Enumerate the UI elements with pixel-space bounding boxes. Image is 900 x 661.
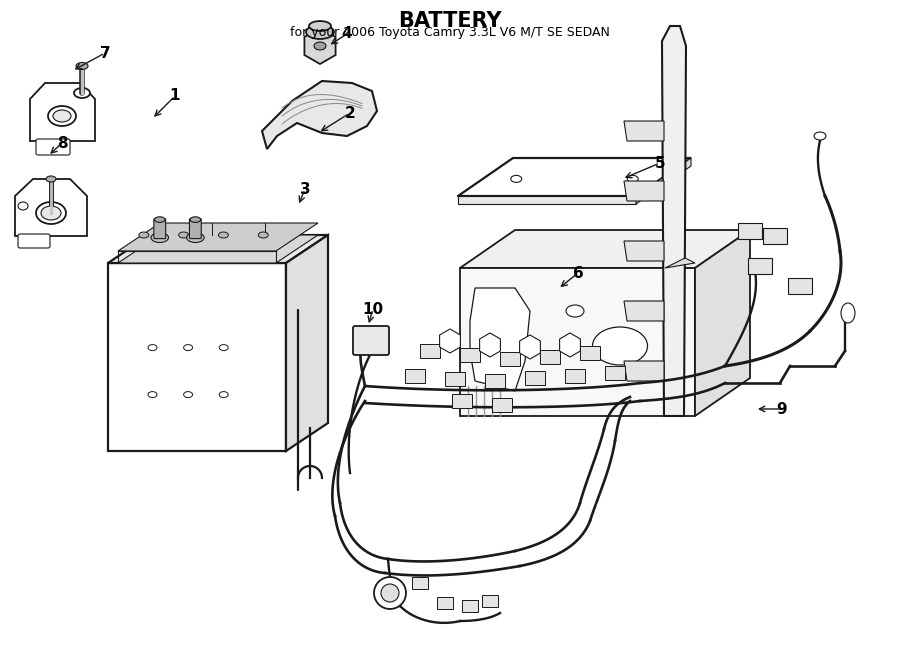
Ellipse shape	[627, 175, 638, 182]
Bar	[738, 223, 762, 239]
Bar	[460, 348, 480, 362]
Bar	[462, 600, 478, 612]
Text: 6: 6	[572, 266, 583, 280]
Ellipse shape	[148, 391, 157, 398]
Text: 10: 10	[363, 301, 383, 317]
Circle shape	[374, 577, 406, 609]
Polygon shape	[262, 81, 377, 149]
Polygon shape	[624, 361, 664, 381]
Text: 7: 7	[100, 46, 111, 61]
Ellipse shape	[220, 344, 229, 350]
Ellipse shape	[48, 106, 76, 126]
Bar	[580, 346, 600, 360]
Bar	[437, 597, 453, 609]
Bar	[540, 350, 560, 364]
Ellipse shape	[178, 232, 189, 238]
Ellipse shape	[139, 232, 148, 238]
Ellipse shape	[220, 391, 229, 398]
Ellipse shape	[566, 305, 584, 317]
Text: 3: 3	[300, 182, 310, 196]
Text: 9: 9	[777, 401, 788, 416]
Bar	[420, 344, 440, 358]
Polygon shape	[304, 28, 336, 64]
Ellipse shape	[309, 21, 331, 31]
Polygon shape	[624, 241, 664, 261]
Text: 8: 8	[57, 136, 68, 151]
Polygon shape	[458, 158, 691, 196]
FancyBboxPatch shape	[190, 219, 202, 239]
Polygon shape	[662, 26, 686, 416]
Ellipse shape	[258, 232, 268, 238]
Ellipse shape	[841, 303, 855, 323]
Polygon shape	[30, 83, 95, 141]
Bar	[748, 258, 772, 274]
Ellipse shape	[76, 63, 88, 69]
Ellipse shape	[306, 25, 334, 39]
FancyBboxPatch shape	[18, 234, 50, 248]
FancyBboxPatch shape	[154, 219, 166, 239]
Bar	[500, 352, 520, 366]
Polygon shape	[108, 263, 286, 451]
Ellipse shape	[74, 88, 90, 98]
Text: for your 2006 Toyota Camry 3.3L V6 M/T SE SEDAN: for your 2006 Toyota Camry 3.3L V6 M/T S…	[290, 26, 610, 39]
Polygon shape	[624, 301, 664, 321]
Polygon shape	[118, 235, 318, 263]
Ellipse shape	[36, 202, 66, 224]
Polygon shape	[118, 223, 318, 251]
Ellipse shape	[41, 206, 61, 220]
FancyBboxPatch shape	[353, 326, 389, 355]
Bar	[485, 374, 505, 388]
Polygon shape	[460, 230, 750, 268]
Bar	[763, 228, 787, 244]
Text: 5: 5	[654, 155, 665, 171]
Ellipse shape	[18, 202, 28, 210]
Ellipse shape	[592, 327, 647, 365]
Text: 4: 4	[342, 26, 352, 42]
Polygon shape	[460, 268, 695, 416]
Ellipse shape	[186, 233, 204, 243]
Text: 2: 2	[345, 106, 356, 120]
Ellipse shape	[190, 217, 201, 222]
Polygon shape	[695, 230, 750, 416]
Bar	[452, 394, 472, 408]
Ellipse shape	[46, 176, 56, 182]
Bar	[788, 278, 812, 294]
Bar	[565, 369, 585, 383]
Ellipse shape	[814, 132, 826, 140]
Polygon shape	[15, 179, 87, 236]
FancyBboxPatch shape	[36, 139, 70, 155]
Bar	[482, 595, 498, 607]
Bar	[525, 371, 545, 385]
Bar	[412, 577, 428, 589]
Bar	[445, 372, 465, 386]
Bar	[405, 369, 425, 383]
Ellipse shape	[151, 233, 168, 243]
Polygon shape	[636, 158, 691, 204]
Ellipse shape	[314, 42, 326, 50]
Text: BATTERY: BATTERY	[398, 11, 502, 31]
Ellipse shape	[184, 344, 193, 350]
Ellipse shape	[155, 217, 165, 222]
Ellipse shape	[511, 175, 522, 182]
Ellipse shape	[184, 391, 193, 398]
Circle shape	[381, 584, 399, 602]
Ellipse shape	[53, 110, 71, 122]
Polygon shape	[665, 258, 695, 268]
Text: 1: 1	[170, 89, 180, 104]
Ellipse shape	[219, 232, 229, 238]
Bar	[492, 398, 512, 412]
Bar	[605, 366, 625, 380]
Ellipse shape	[148, 344, 157, 350]
Polygon shape	[286, 235, 328, 451]
Polygon shape	[458, 196, 636, 204]
Polygon shape	[470, 288, 530, 391]
Polygon shape	[624, 121, 664, 141]
Polygon shape	[108, 235, 328, 263]
Polygon shape	[624, 181, 664, 201]
